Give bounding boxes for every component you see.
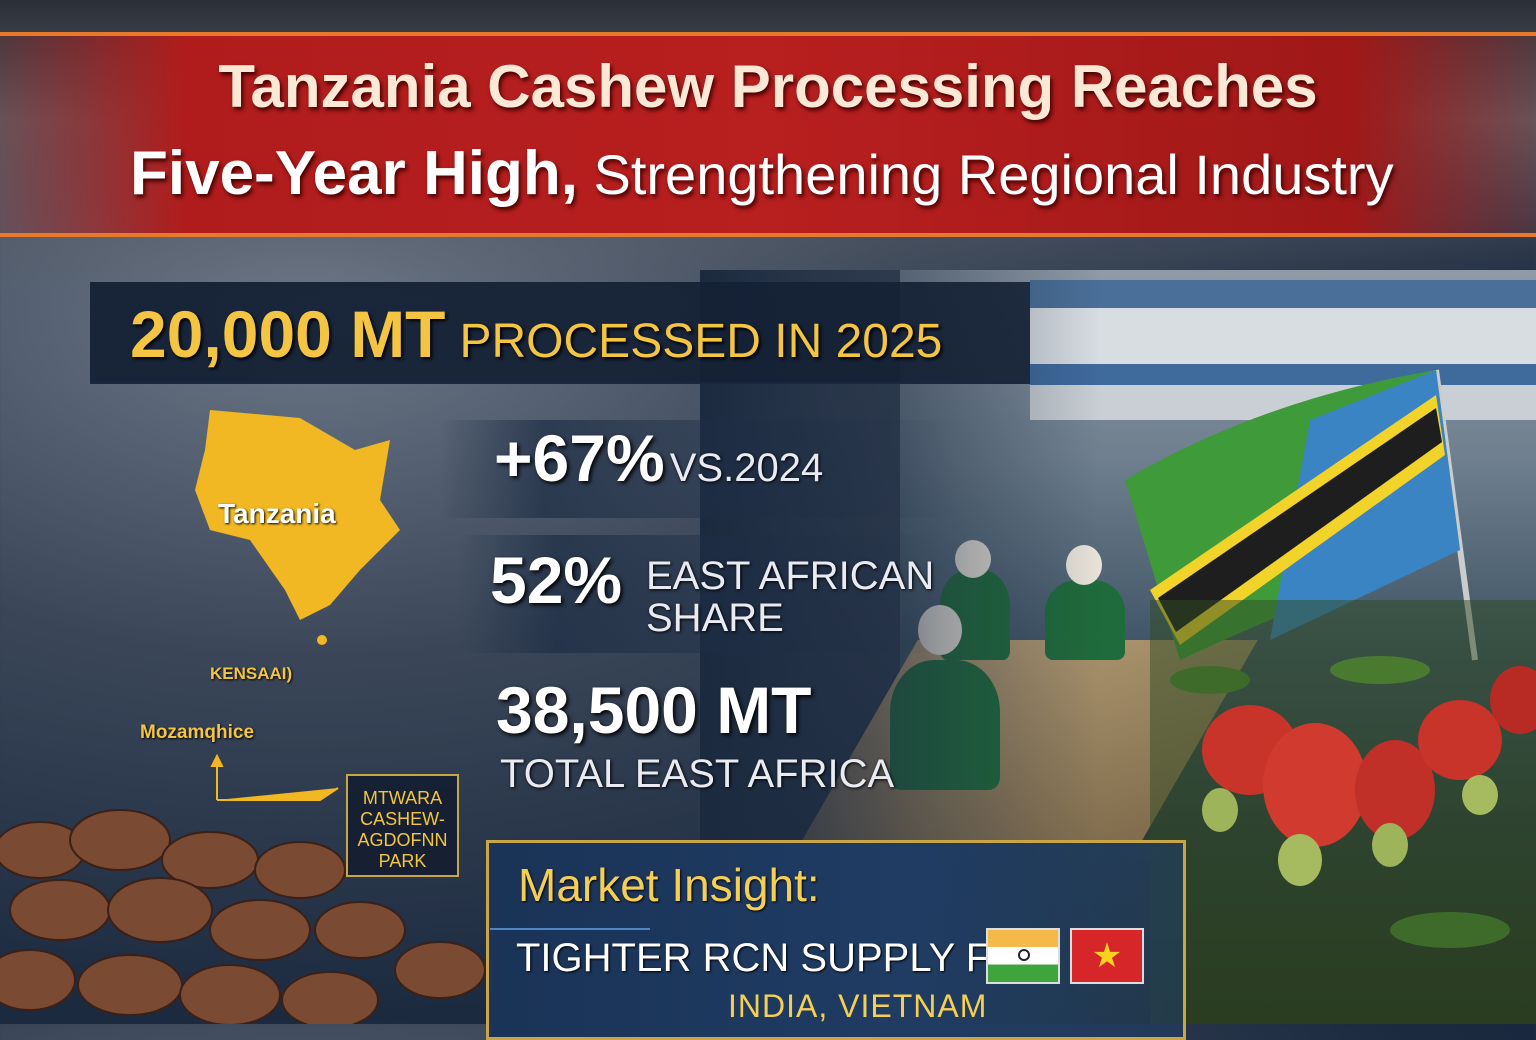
- cashew-apple: [1490, 666, 1536, 734]
- market-insight-box: [486, 840, 1186, 1040]
- insight-countries: INDIA, VIETNAM: [728, 988, 988, 1024]
- callout-connector: [210, 753, 339, 801]
- india-flag-icon: [986, 928, 1060, 984]
- stat-total-value: 38,500 MT: [496, 673, 812, 747]
- stat-row-bg: [440, 420, 960, 518]
- tanzania-map: [195, 410, 400, 645]
- stat-share-label: EAST AFRICAN SHARE: [646, 555, 934, 639]
- map-label-mozambique: Mozamqhice: [140, 722, 255, 743]
- insight-text: TIGHTER RCN SUPPLY FOR: [516, 936, 1051, 980]
- stat-row-bg: [460, 535, 940, 653]
- stat-share-label-line1: EAST AFRICAN: [646, 554, 935, 598]
- map-label-kenya: KENSAAI): [210, 664, 293, 683]
- stat-total-label: TOTAL EAST AFRICA: [500, 752, 895, 796]
- main-stat-label: PROCESSED IN 2025: [459, 315, 943, 368]
- headline-bold: Five-Year High,: [130, 139, 578, 208]
- stat-share-label-line2: SHARE: [646, 596, 784, 640]
- stat-share-value: 52%: [490, 543, 623, 617]
- cashew-apple: [1355, 740, 1435, 840]
- callout-line: AGDOFNN: [357, 830, 448, 850]
- main-stat-box: [90, 282, 1030, 384]
- cashew-nuts-pile: [0, 809, 486, 1024]
- main-stat-value: 20,000 MT: [130, 297, 446, 371]
- headline-banner: [0, 32, 1536, 237]
- headline-line1: Tanzania Cashew Processing Reaches: [218, 53, 1318, 120]
- cashew-apples: [1150, 600, 1536, 1024]
- stat-growth-value: +67%: [494, 421, 665, 495]
- stat-growth: +67% VS.2024: [494, 420, 823, 496]
- tanzania-flag-icon: [1125, 369, 1478, 661]
- callout-line: PARK: [378, 851, 427, 871]
- map-label-tanzania: Tanzania: [218, 498, 336, 529]
- vietnam-flag-icon: ★: [1070, 928, 1144, 984]
- factory-building: [1030, 280, 1536, 420]
- cashew-apple: [1263, 723, 1367, 847]
- stat-growth-label: VS.2024: [669, 446, 824, 490]
- headline-line2: Five-Year High, Strengthening Regional I…: [130, 138, 1394, 209]
- main-stat: 20,000 MT PROCESSED IN 2025: [130, 296, 942, 372]
- insight-title: Market Insight:: [518, 859, 820, 911]
- insight-divider: [490, 928, 650, 930]
- callout-line: CASHEW-: [360, 809, 445, 829]
- cashew-apple: [1418, 700, 1502, 780]
- mtwara-callout: MTWARA CASHEW- AGDOFNN PARK: [346, 774, 459, 877]
- callout-line: MTWARA: [362, 788, 443, 808]
- headline-rest: Strengthening Regional Industry: [577, 143, 1394, 206]
